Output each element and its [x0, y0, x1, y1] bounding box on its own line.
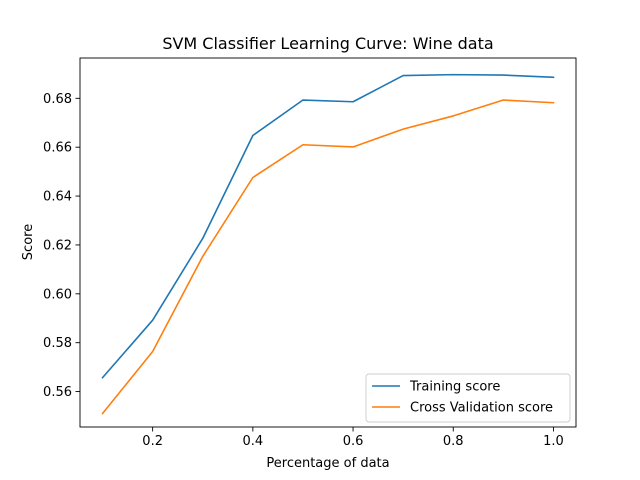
y-tick-label: 0.58 — [43, 336, 72, 351]
axes-frame — [79, 57, 577, 428]
series-line-training-score — [101, 73, 555, 379]
y-tick-label: 0.60 — [43, 287, 72, 302]
y-tick-label: 0.56 — [43, 385, 72, 400]
legend-box — [365, 373, 571, 423]
plot-area — [101, 73, 555, 415]
x-axis-label: Percentage of data — [266, 456, 389, 471]
legend: Training score Cross Validation score — [365, 373, 571, 423]
axes: 0.2 0.4 0.6 0.8 1.0 0.56 0.58 0.60 0.62 0.64 0.66 0… — [43, 57, 577, 449]
y-tick-label: 0.62 — [43, 238, 72, 253]
x-tick-label: 0.8 — [443, 434, 464, 449]
series-line-cross-validation-score — [101, 99, 555, 415]
legend-label: Training score — [409, 380, 500, 395]
x-tick-label: 1.0 — [543, 434, 564, 449]
x-tick-label: 0.2 — [142, 434, 163, 449]
y-tick-label: 0.64 — [43, 190, 72, 205]
y-tick-label: 0.68 — [43, 92, 72, 107]
y-tick-label: 0.66 — [43, 141, 72, 156]
x-tick-label: 0.4 — [243, 434, 264, 449]
chart-title: SVM Classifier Learning Curve: Wine data — [162, 34, 493, 53]
legend-label: Cross Validation score — [410, 401, 553, 416]
x-tick-label: 0.6 — [343, 434, 364, 449]
y-axis-label: Score — [21, 224, 36, 260]
